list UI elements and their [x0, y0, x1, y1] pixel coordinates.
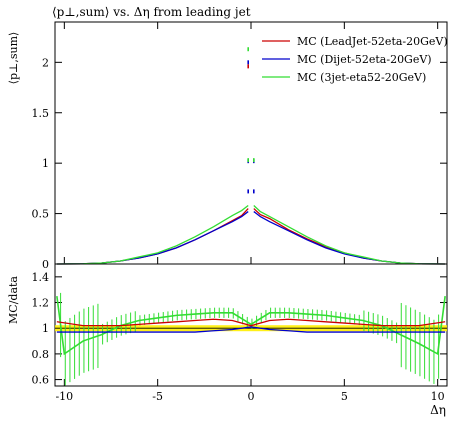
legend-label-dijet: MC (Dijet-52eta-20GeV): [297, 53, 432, 66]
main-series: [56, 47, 446, 265]
main-series-line-2-left: [56, 205, 249, 265]
ratio-y-tick-label: 0.8: [32, 348, 50, 361]
ratio-series-line-2: [56, 296, 446, 356]
main-y-tick-label: 0.5: [32, 208, 50, 221]
ratio-y-tick-label: 1.4: [32, 271, 50, 284]
main-y-ticks: 0 0.5 1 1.5 2: [32, 22, 447, 271]
main-series-line-1-right: [253, 211, 446, 265]
ratio-y-tick-label: 1.2: [32, 297, 50, 310]
ratio-series-line-0: [56, 318, 446, 327]
legend-label-leadjet: MC (LeadJet-52eta-20GeV): [297, 35, 448, 48]
main-y-tick-label: 2: [42, 56, 49, 69]
legend: MC (LeadJet-52eta-20GeV) MC (Dijet-52eta…: [262, 35, 448, 84]
ratio-y-tick-label: 0.6: [32, 374, 50, 387]
x-axis-label: Δη: [430, 403, 446, 417]
x-tick-label: -10: [55, 390, 73, 403]
ratio-y-tick-label: 1: [42, 322, 49, 335]
main-series-line-1-left: [56, 211, 249, 265]
main-y-tick-label: 1.5: [32, 107, 50, 120]
x-tick-label: 5: [341, 390, 348, 403]
x-tick-label: 0: [248, 390, 255, 403]
main-y-axis-label: ⟨p⊥,sum⟩: [7, 32, 20, 85]
legend-label-3jet: MC (3jet-eta52-20GeV): [297, 71, 426, 84]
main-y-tick-label: 0: [42, 258, 49, 271]
ratio-ticks: 0.6 0.8 1 1.2 1.4 -10 -5 0 5 10: [32, 271, 447, 403]
main-series-line-2-right: [253, 205, 446, 265]
x-tick-label: 10: [431, 390, 445, 403]
main-y-tick-label: 1: [42, 157, 49, 170]
ratio-panel: 0.6 0.8 1 1.2 1.4 -10 -5 0 5 10 MC/data Δη: [7, 263, 448, 417]
ratio-series-line-1: [56, 326, 446, 333]
chart-title: ⟨p⊥,sum⟩ vs. Δη from leading jet: [52, 5, 251, 19]
x-tick-label: -5: [152, 390, 163, 403]
ratio-series: [55, 292, 447, 386]
ratio-y-axis-label: MC/data: [7, 276, 20, 324]
